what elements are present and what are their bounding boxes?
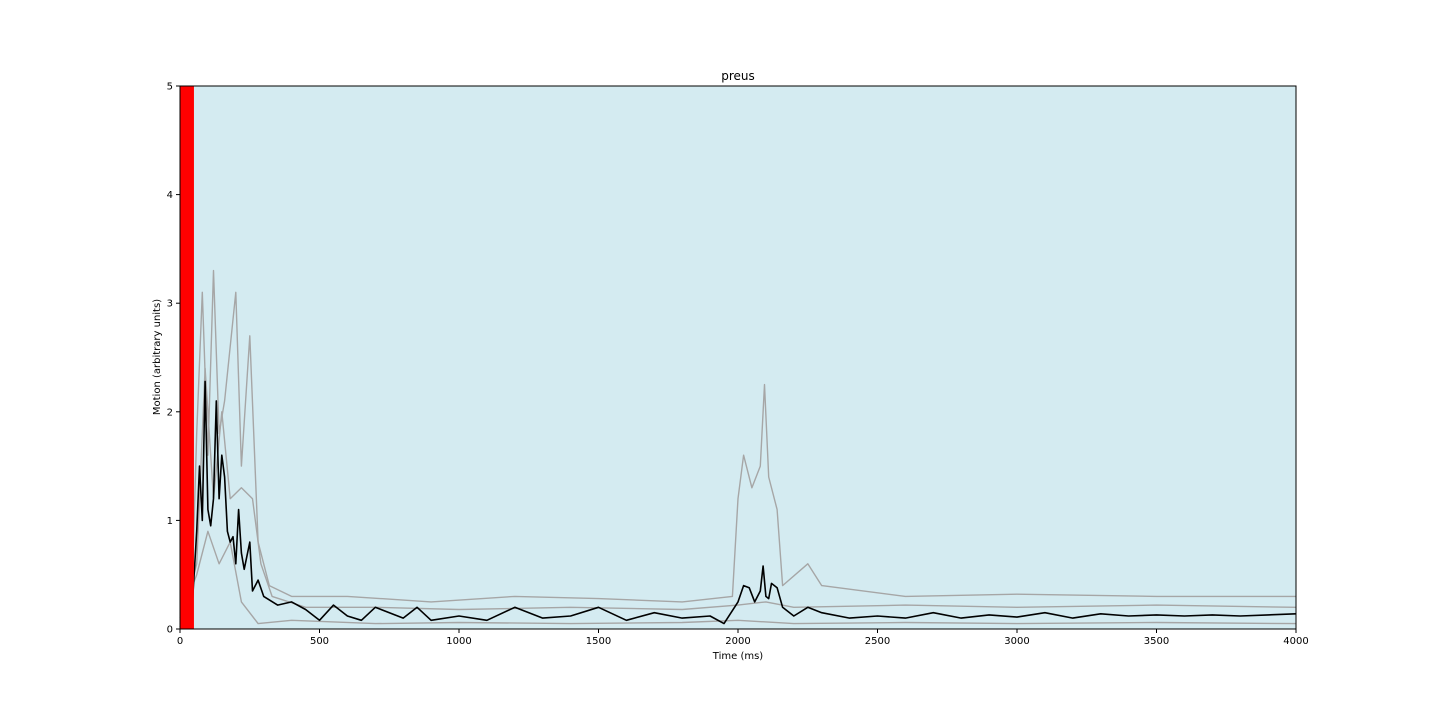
plot-background — [180, 86, 1296, 629]
y-tick-label: 1 — [167, 516, 173, 527]
chart-title: preus — [721, 69, 755, 83]
stimulus-span — [180, 86, 194, 629]
y-tick-label: 2 — [167, 407, 173, 418]
x-tick-label: 500 — [310, 636, 329, 647]
x-tick-label: 1000 — [446, 636, 471, 647]
x-tick-label: 4000 — [1283, 636, 1308, 647]
series-line-mean — [179, 380, 1297, 628]
y-tick-label: 3 — [167, 299, 173, 310]
y-tick-label: 0 — [167, 625, 173, 636]
x-axis-label: Time (ms) — [712, 651, 764, 662]
y-tick-label: 5 — [167, 82, 173, 93]
x-tick-label: 0 — [177, 636, 183, 647]
y-tick-label: 4 — [167, 190, 173, 201]
x-tick-label: 2500 — [865, 636, 890, 647]
series-line-trial-3 — [179, 530, 1297, 625]
x-tick-label: 2000 — [725, 636, 750, 647]
x-tick-label: 1500 — [586, 636, 611, 647]
series-line-trial-1 — [179, 269, 1296, 625]
x-tick-label: 3500 — [1144, 636, 1169, 647]
x-axis-ticks: 0 500 1000 1500 2000 2500 3000 3500 4000 — [177, 629, 1309, 647]
y-axis-ticks: 0 1 2 3 4 5 — [167, 82, 180, 636]
series-layer — [179, 269, 1297, 628]
y-axis-label: Motion (arbitrary units) — [152, 299, 163, 415]
x-tick-label: 3000 — [1004, 636, 1029, 647]
